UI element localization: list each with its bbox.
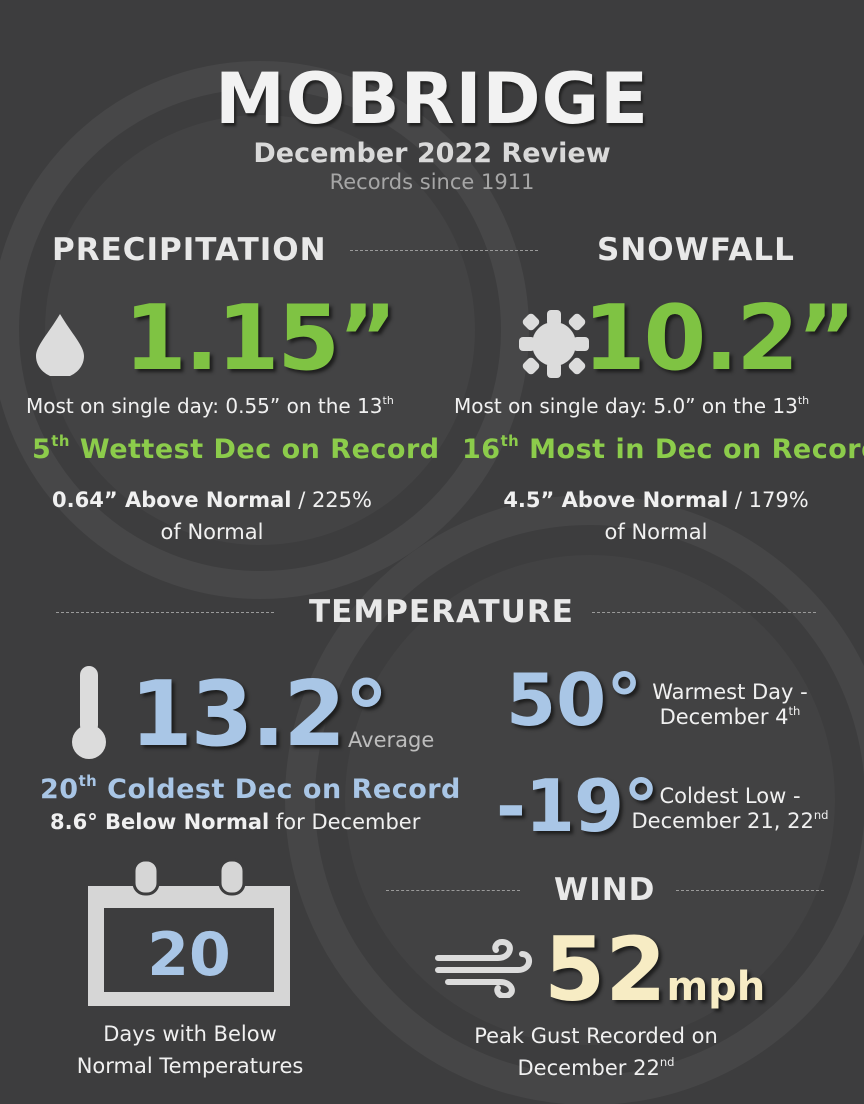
- wind-heading: WIND: [554, 872, 656, 908]
- section-divider: [56, 612, 274, 613]
- snowfall-value: 10.2”: [583, 286, 856, 391]
- precipitation-rank: 5th Wettest Dec on Record: [32, 432, 440, 465]
- precipitation-above-normal: 0.64” Above Normal / 225% of Normal: [52, 488, 372, 544]
- snowfall-above-normal: 4.5” Above Normal / 179% of Normal: [503, 488, 809, 544]
- warmest-day-label: Warmest Day - December 4th: [652, 680, 808, 729]
- below-normal-days-label: Days with Below Normal Temperatures: [76, 1022, 304, 1078]
- wind-peak-gust: 52mph: [544, 918, 765, 1021]
- records-note: Records since 1911: [329, 170, 535, 194]
- wind-icon: [435, 938, 532, 998]
- wind-label: Peak Gust Recorded on December 22nd: [474, 1024, 718, 1080]
- section-divider: [386, 890, 520, 891]
- temperature-rank: 20th Coldest Dec on Record: [40, 772, 461, 805]
- calendar-icon: [88, 858, 290, 1006]
- wind-unit: mph: [666, 964, 766, 1010]
- warmest-day-value: 50°: [506, 658, 643, 742]
- thermometer-icon: [72, 666, 106, 759]
- raindrop-icon: [36, 314, 84, 376]
- average-label: Average: [348, 728, 435, 752]
- page-subtitle: December 2022 Review: [253, 138, 611, 169]
- precipitation-single-day: Most on single day: 0.55” on the 13th: [26, 394, 394, 418]
- wind-value: 52: [544, 918, 667, 1021]
- temperature-heading: TEMPERATURE: [309, 594, 574, 630]
- section-divider: [676, 890, 824, 891]
- snowflake-icon: [519, 310, 589, 378]
- snowfall-heading: SNOWFALL: [597, 232, 795, 268]
- snowfall-rank: 16th Most in Dec on Record: [462, 432, 864, 465]
- section-divider: [350, 250, 538, 251]
- coldest-low-label: Coldest Low - December 21, 22nd: [631, 784, 829, 833]
- section-divider: [592, 612, 816, 613]
- precipitation-heading: PRECIPITATION: [52, 232, 327, 268]
- temperature-below-normal: 8.6° Below Normal for December: [50, 810, 421, 834]
- coldest-low-value: -19°: [496, 764, 659, 848]
- precipitation-value: 1.15”: [124, 286, 397, 391]
- page-title: MOBRIDGE: [215, 58, 649, 140]
- below-normal-days-value: 20: [147, 920, 231, 990]
- snowfall-single-day: Most on single day: 5.0” on the 13th: [454, 394, 810, 418]
- average-temperature-value: 13.2°: [130, 662, 389, 767]
